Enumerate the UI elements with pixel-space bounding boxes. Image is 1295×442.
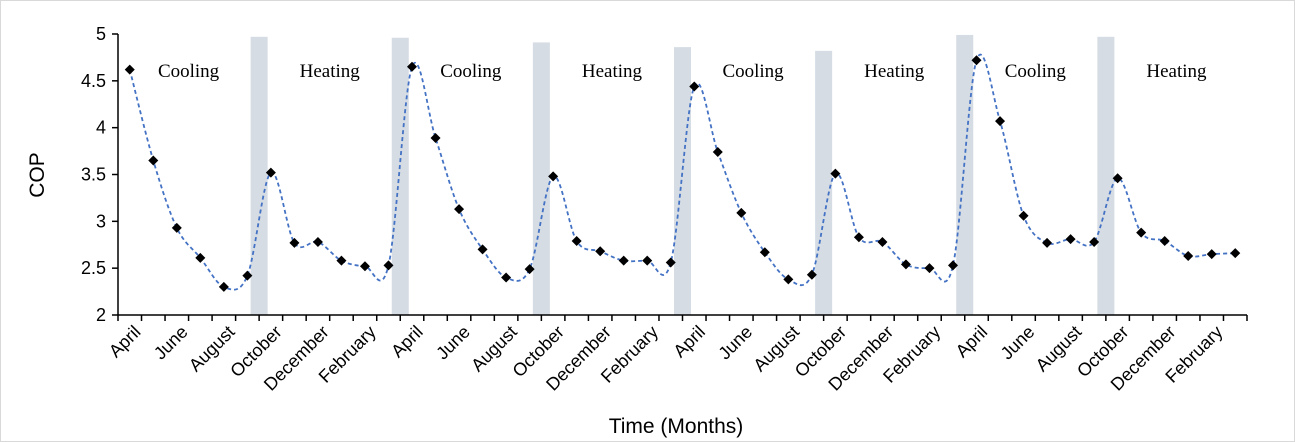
data-point: [853, 232, 864, 243]
separator-bar: [674, 47, 691, 315]
x-tick-label: April: [669, 322, 709, 362]
data-point: [1042, 237, 1053, 248]
data-point: [642, 255, 653, 266]
data-point: [336, 255, 347, 266]
data-point: [148, 155, 159, 166]
separator-bar: [815, 50, 833, 316]
season-label: Cooling: [158, 61, 220, 82]
data-point: [1089, 236, 1100, 247]
season-label: Heating: [864, 61, 925, 82]
x-tick-label: June: [714, 322, 756, 364]
data-point: [712, 147, 723, 158]
season-label: Cooling: [1005, 61, 1067, 82]
x-tick-label: June: [997, 322, 1039, 364]
data-point: [383, 260, 394, 271]
data-point: [548, 171, 559, 182]
y-tick-label: 5: [96, 24, 106, 44]
y-tick-label: 4.5: [81, 71, 106, 91]
data-point: [618, 255, 629, 266]
data-point: [430, 132, 441, 143]
data-point: [830, 168, 841, 179]
data-point: [689, 81, 700, 92]
separator-bar: [1097, 36, 1115, 316]
data-point: [1183, 250, 1194, 261]
data-point: [783, 274, 794, 285]
data-point: [665, 257, 676, 268]
y-axis-title: COP: [26, 152, 49, 198]
x-tick-label: April: [387, 322, 427, 362]
y-axis-ticks: 2 2.5 3 3.5 4 4.5 5: [81, 24, 118, 325]
data-point: [571, 236, 582, 247]
season-labels: Cooling Heating Cooling Heating Cooling Heati…: [158, 61, 1207, 82]
data-point: [924, 263, 935, 274]
data-point: [736, 207, 747, 218]
data-point: [877, 236, 888, 247]
y-tick-label: 3.5: [81, 165, 106, 185]
y-tick-label: 3: [96, 211, 106, 231]
data-point: [595, 246, 606, 257]
separator-bar: [250, 36, 268, 316]
x-tick-label: June: [150, 322, 192, 364]
season-label: Heating: [1146, 61, 1207, 82]
data-point: [1159, 236, 1170, 247]
season-label: Heating: [582, 61, 643, 82]
data-point: [289, 237, 300, 248]
x-axis-title: Time (Months): [609, 415, 744, 438]
y-tick-label: 2: [96, 305, 106, 325]
series-line: [128, 53, 1236, 291]
season-label: Cooling: [440, 61, 502, 82]
separator-bar: [532, 42, 550, 316]
season-label: Cooling: [722, 61, 784, 82]
y-tick-label: 2.5: [81, 258, 106, 278]
data-point: [971, 55, 982, 66]
data-point: [407, 61, 418, 72]
x-tick-label: April: [952, 322, 992, 362]
data-point: [1065, 234, 1076, 245]
data-point: [265, 167, 276, 178]
data-point: [312, 236, 323, 247]
data-point: [124, 64, 135, 75]
data-point: [242, 270, 253, 281]
data-point: [900, 259, 911, 270]
data-point: [195, 252, 206, 263]
y-tick-label: 4: [96, 118, 106, 138]
data-point: [359, 261, 370, 272]
data-point: [1136, 227, 1147, 238]
cop-series: [124, 53, 1241, 292]
x-tick-label: April: [105, 322, 145, 362]
data-point: [501, 272, 512, 283]
data-point: [947, 260, 958, 271]
data-point: [806, 269, 817, 280]
data-point: [1018, 210, 1029, 221]
data-point: [1206, 249, 1217, 260]
separator-bar: [956, 34, 974, 315]
data-point: [524, 264, 535, 275]
season-label: Heating: [300, 61, 361, 82]
data-point: [218, 281, 229, 292]
data-point: [454, 204, 465, 215]
separator-bar: [391, 37, 409, 315]
data-point: [477, 244, 488, 255]
data-point: [995, 116, 1006, 127]
x-tick-label: June: [432, 322, 474, 364]
data-point: [1112, 173, 1123, 184]
data-point: [1230, 248, 1241, 259]
data-point: [171, 222, 182, 233]
data-point: [759, 247, 770, 258]
